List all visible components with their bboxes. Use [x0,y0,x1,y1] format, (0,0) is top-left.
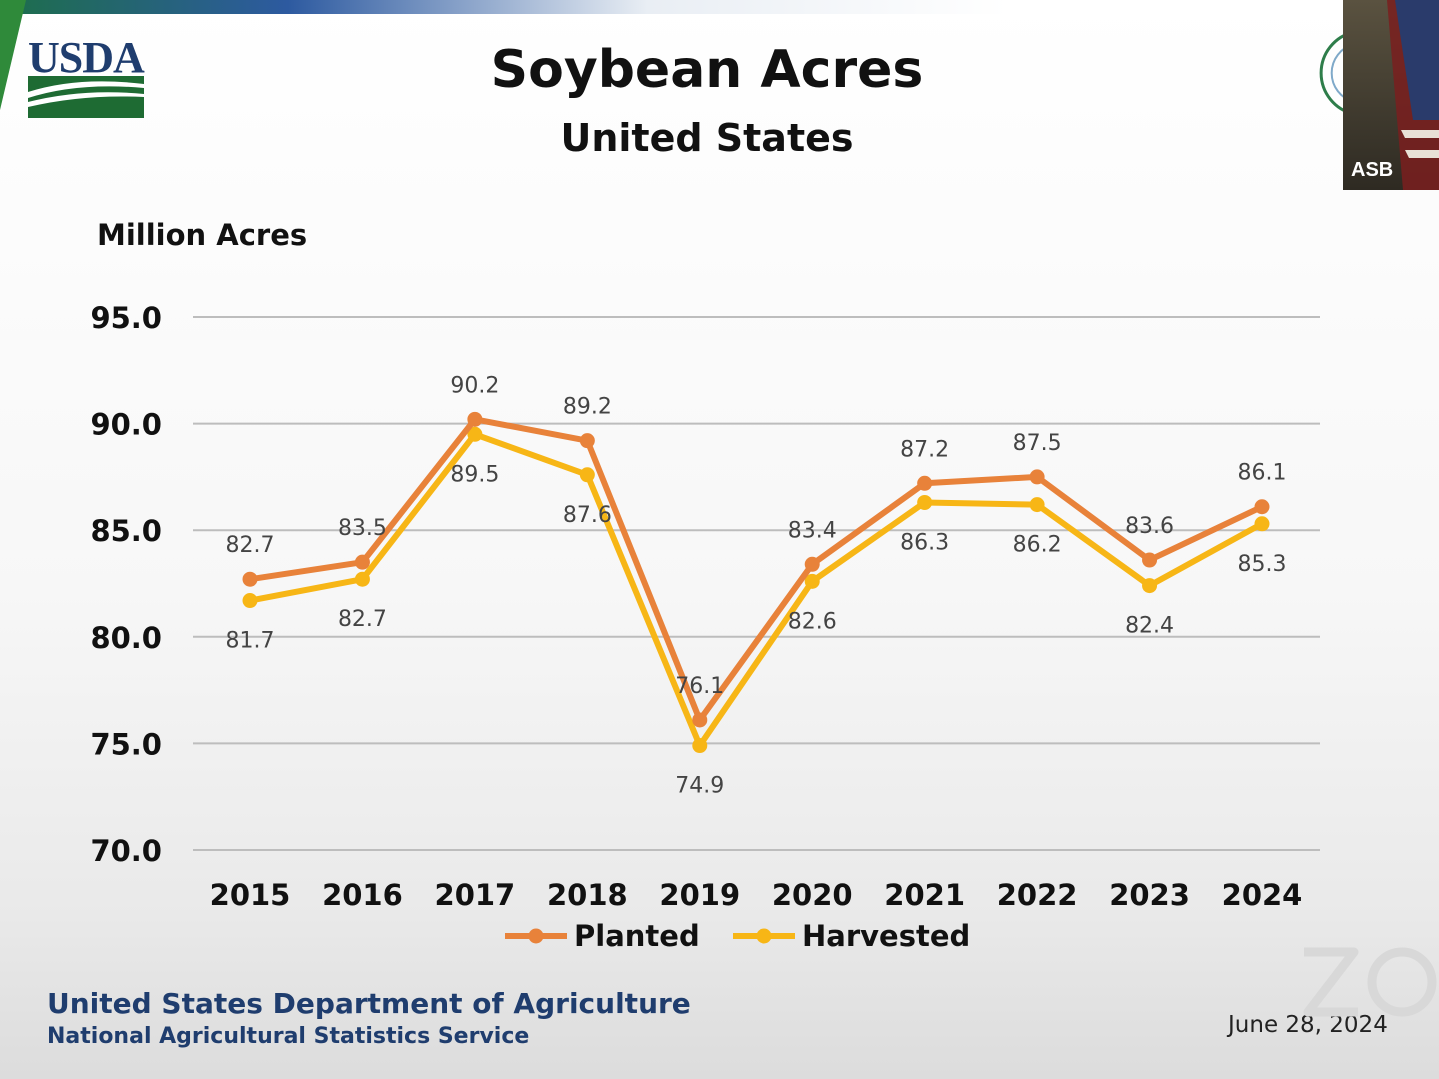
data-point-planted [804,556,820,572]
data-label-harvested: 86.3 [900,530,949,555]
data-label-planted: 76.1 [675,674,724,699]
data-label-harvested: 86.2 [1013,533,1062,558]
flag-icon [1387,0,1439,190]
x-tick-label: 2016 [322,878,403,912]
data-point-planted [579,433,595,449]
legend-label-planted: Planted [574,919,700,953]
data-point-harvested [1254,516,1270,532]
y-tick-label: 90.0 [90,408,162,442]
data-point-harvested [579,467,595,483]
data-label-planted: 87.5 [1013,431,1062,456]
slide-green-accent [0,0,26,110]
series-line-planted [249,416,1264,723]
y-tick-label: 95.0 [90,301,162,335]
series-line-harvested [249,431,1264,749]
x-tick-label: 2015 [210,878,291,912]
data-point-planted [1029,469,1045,485]
footer-agency-name: United States Department of Agriculture [47,987,691,1020]
usda-logo-text: USDA [28,33,145,82]
data-label-planted: 86.1 [1238,461,1287,486]
x-tick-label: 2021 [884,878,965,912]
data-label-planted: 83.6 [1125,514,1174,539]
data-point-planted [1254,499,1270,515]
data-point-planted [467,411,483,427]
data-point-harvested [1029,497,1045,513]
data-label-planted: 83.4 [788,518,837,543]
data-point-harvested [354,571,370,587]
data-point-harvested [692,738,708,754]
y-tick-label: 75.0 [90,727,162,761]
x-tick-label: 2018 [547,878,628,912]
y-tick-label: 70.0 [90,834,162,868]
footer-service-name: National Agricultural Statistics Service [47,1024,530,1049]
data-point-planted [917,475,933,491]
data-point-planted [1142,552,1158,568]
data-point-harvested [1142,578,1158,594]
data-label-harvested: 89.5 [450,462,499,487]
data-point-planted [242,571,258,587]
data-label-planted: 83.5 [338,516,387,541]
soybean-line-chart: 70.0 75.0 80.0 85.0 90.0 95.0 2015 2016 2017 2018… [90,301,1320,953]
slide-title: Soybean Acres [490,40,924,100]
data-label-harvested: 81.7 [226,629,275,654]
x-tick-label: 2017 [435,878,516,912]
data-label-planted: 90.2 [450,373,499,398]
participant-video-tile[interactable]: ASB [1343,0,1439,190]
legend-marker-planted [528,928,544,944]
data-label-harvested: 87.6 [563,503,612,528]
participant-name: ASB [1351,159,1394,181]
zoom-watermark-icon [1303,947,1437,1017]
usda-logo: USDA [28,33,146,118]
slide-top-band [0,0,1439,14]
slide-subtitle: United States [560,116,854,160]
legend-label-harvested: Harvested [802,919,970,953]
x-tick-label: 2022 [997,878,1078,912]
data-point-harvested [917,494,933,510]
x-tick-label: 2023 [1109,878,1190,912]
y-tick-label: 85.0 [90,514,162,548]
data-label-harvested: 74.9 [675,774,724,799]
data-point-planted [692,712,708,728]
data-label-harvested: 82.4 [1125,614,1174,639]
data-label-planted: 89.2 [563,395,612,420]
data-point-harvested [804,573,820,589]
data-point-harvested [242,593,258,609]
y-tick-label: 80.0 [90,621,162,655]
x-tick-label: 2019 [659,878,740,912]
data-label-harvested: 82.7 [338,607,387,632]
data-label-harvested: 82.6 [788,609,837,634]
legend-marker-harvested [756,928,772,944]
data-label-planted: 87.2 [900,437,949,462]
data-point-harvested [467,426,483,442]
data-point-planted [354,554,370,570]
data-label-harvested: 85.3 [1238,552,1287,577]
data-label-planted: 82.7 [226,533,275,558]
x-tick-label: 2020 [772,878,853,912]
y-axis-title: Million Acres [97,218,308,252]
x-tick-label: 2024 [1222,878,1303,912]
